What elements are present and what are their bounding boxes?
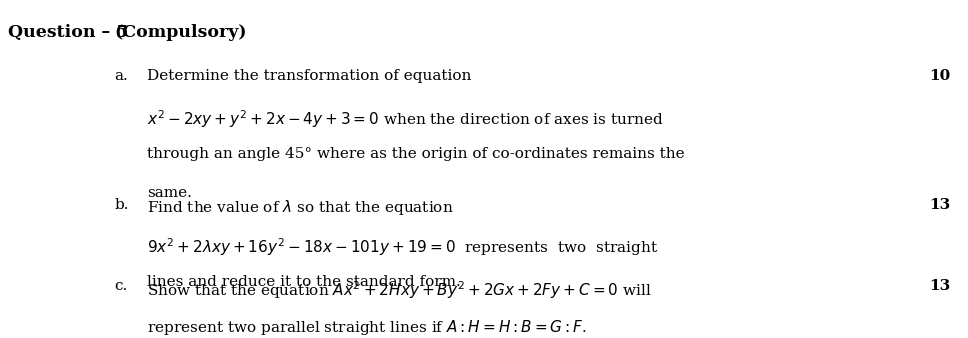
- Text: a.: a.: [114, 69, 128, 83]
- Text: through an angle 45° where as the origin of co-ordinates remains the: through an angle 45° where as the origin…: [147, 147, 684, 161]
- Text: Show that the equation $Ax^2 + 2Hxy + By^2 + 2Gx + 2Fy + C = 0$ will: Show that the equation $Ax^2 + 2Hxy + By…: [147, 279, 651, 300]
- Text: Question – 5: Question – 5: [8, 24, 128, 41]
- Text: 13: 13: [929, 198, 951, 212]
- Text: $x^2 - 2xy + y^2 + 2x - 4y + 3 = 0$ when the direction of axes is turned: $x^2 - 2xy + y^2 + 2x - 4y + 3 = 0$ when…: [147, 108, 664, 130]
- Text: $9x^2 + 2\lambda xy + 16y^2 - 18x - 101y + 19 = 0$  represents  two  straight: $9x^2 + 2\lambda xy + 16y^2 - 18x - 101y…: [147, 237, 658, 258]
- Text: Determine the transformation of equation: Determine the transformation of equation: [147, 69, 471, 83]
- Text: b.: b.: [114, 198, 129, 212]
- Text: lines and reduce it to the standard form.: lines and reduce it to the standard form…: [147, 275, 461, 289]
- Text: same.: same.: [147, 186, 192, 200]
- Text: 10: 10: [929, 69, 951, 83]
- Text: (Compulsory): (Compulsory): [114, 24, 247, 41]
- Text: Find the value of $\lambda$ so that the equation: Find the value of $\lambda$ so that the …: [147, 198, 454, 217]
- Text: c.: c.: [114, 279, 128, 293]
- Text: 13: 13: [929, 279, 951, 293]
- Text: represent two parallel straight lines if $A: H = H: B = G: F$.: represent two parallel straight lines if…: [147, 318, 587, 337]
